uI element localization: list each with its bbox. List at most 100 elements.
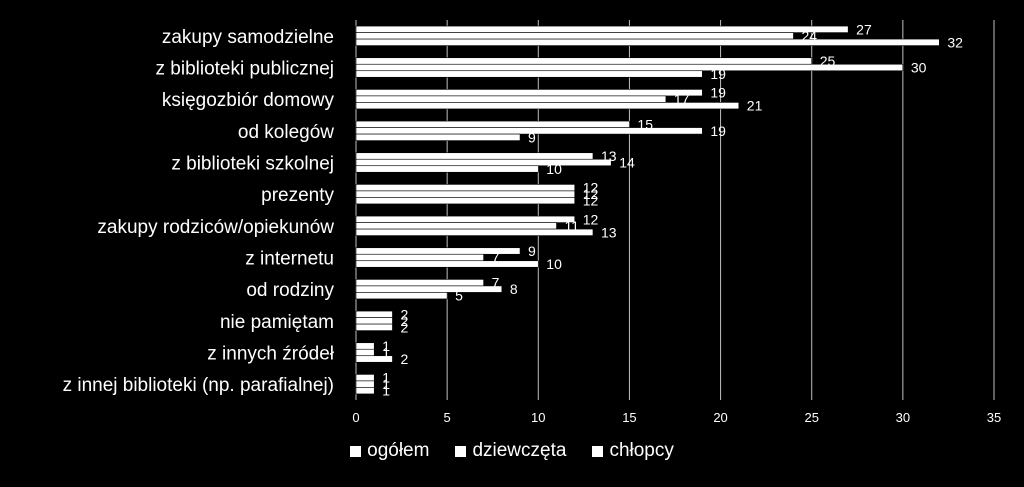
category-label: z internetu	[245, 249, 334, 270]
bar	[355, 184, 576, 192]
x-tick-label: 35	[987, 410, 1001, 425]
legend-swatch	[592, 445, 604, 457]
bar	[355, 32, 794, 40]
x-tick-label: 0	[352, 410, 359, 425]
category-label: zakupy rodziców/opiekunów	[97, 217, 334, 238]
data-label: 9	[528, 129, 536, 145]
x-tick-label: 25	[804, 410, 818, 425]
bar	[355, 253, 484, 262]
data-label: 11	[565, 218, 580, 234]
bar	[355, 228, 594, 236]
data-label: 15	[637, 116, 653, 132]
data-label: 13	[601, 148, 617, 164]
bar	[355, 380, 375, 388]
legend-item-dziewczeta: dziewczęta	[455, 440, 566, 462]
x-tick-label: 30	[896, 410, 910, 425]
bar	[355, 342, 375, 350]
data-label: 13	[601, 224, 617, 240]
bar	[355, 158, 612, 167]
bars	[355, 25, 940, 395]
x-tick-label: 15	[622, 410, 636, 425]
legend-label: ogółem	[367, 440, 430, 461]
category-label: z biblioteki publicznej	[156, 59, 335, 80]
bar	[355, 215, 576, 223]
bar	[355, 120, 630, 128]
data-label: 2	[400, 306, 408, 322]
bar	[355, 102, 740, 110]
legend: ogółem dziewczęta chłopcy	[0, 440, 1024, 462]
legend-label: chłopcy	[609, 440, 674, 461]
bar	[355, 355, 393, 363]
category-labels: zakupy samodzielne z biblioteki publiczne…	[63, 27, 335, 396]
bar	[355, 285, 503, 293]
legend-swatch	[455, 445, 467, 457]
data-label: 1	[382, 383, 390, 399]
bar	[355, 165, 539, 173]
legend-label: dziewczęta	[472, 440, 567, 461]
bar	[355, 190, 576, 198]
x-tick-label: 10	[531, 410, 545, 425]
legend-swatch	[350, 445, 362, 457]
bar	[355, 38, 940, 46]
bar	[355, 89, 703, 97]
data-label: 2	[400, 319, 408, 335]
data-label: 19	[710, 66, 726, 82]
data-label: 1	[382, 345, 390, 361]
bar	[355, 387, 375, 395]
data-label: 1	[382, 376, 390, 392]
data-label: 32	[947, 34, 963, 50]
data-label: 5	[455, 288, 463, 304]
bar	[355, 323, 393, 331]
data-label: 10	[546, 256, 562, 272]
data-label: 19	[710, 85, 726, 101]
bar	[355, 348, 375, 357]
x-tick-label: 20	[713, 410, 727, 425]
category-label: zakupy samodzielne	[162, 27, 334, 48]
category-label: z biblioteki szkolnej	[171, 154, 334, 175]
bar	[355, 127, 703, 135]
category-label: nie pamiętam	[220, 312, 334, 333]
category-label: z innych źródeł	[207, 344, 335, 365]
category-label: prezenty	[261, 185, 334, 206]
bar	[355, 222, 557, 230]
data-label: 25	[820, 53, 836, 69]
bar	[355, 310, 393, 318]
bar	[355, 197, 576, 205]
bar	[355, 95, 667, 103]
data-label: 8	[510, 281, 518, 297]
bar	[355, 70, 703, 78]
category-label: księgozbiór domowy	[162, 90, 335, 111]
bar	[355, 317, 393, 325]
data-label: 10	[546, 161, 562, 177]
data-label: 12	[583, 180, 599, 196]
data-label: 2	[400, 313, 408, 329]
gridlines	[355, 20, 995, 400]
data-label: 21	[747, 98, 763, 114]
bar	[355, 279, 484, 287]
data-label: 1	[382, 338, 390, 354]
data-label: 1	[382, 370, 390, 386]
data-label: 7	[492, 275, 500, 291]
x-axis-ticks: 0 5 10 15 20 25 30 35	[352, 410, 1001, 425]
data-label: 19	[710, 123, 726, 139]
data-label: 9	[528, 243, 536, 259]
data-label: 17	[674, 91, 690, 107]
legend-item-ogolem: ogółem	[350, 440, 429, 462]
bar	[355, 25, 849, 33]
data-label: 12	[583, 186, 599, 202]
category-label: od kolegów	[238, 122, 334, 143]
data-label: 12	[583, 193, 599, 209]
data-label: 27	[856, 21, 872, 37]
data-label: 30	[911, 60, 927, 76]
data-label: 24	[801, 28, 817, 44]
bar	[355, 260, 539, 268]
bar	[355, 133, 521, 141]
category-label: od rodziny	[246, 280, 334, 301]
bar	[355, 374, 375, 382]
bar	[355, 57, 813, 65]
data-label: 2	[400, 351, 408, 367]
category-label: z innej biblioteki (np. parafialnej)	[63, 375, 334, 396]
x-tick-label: 5	[444, 410, 451, 425]
